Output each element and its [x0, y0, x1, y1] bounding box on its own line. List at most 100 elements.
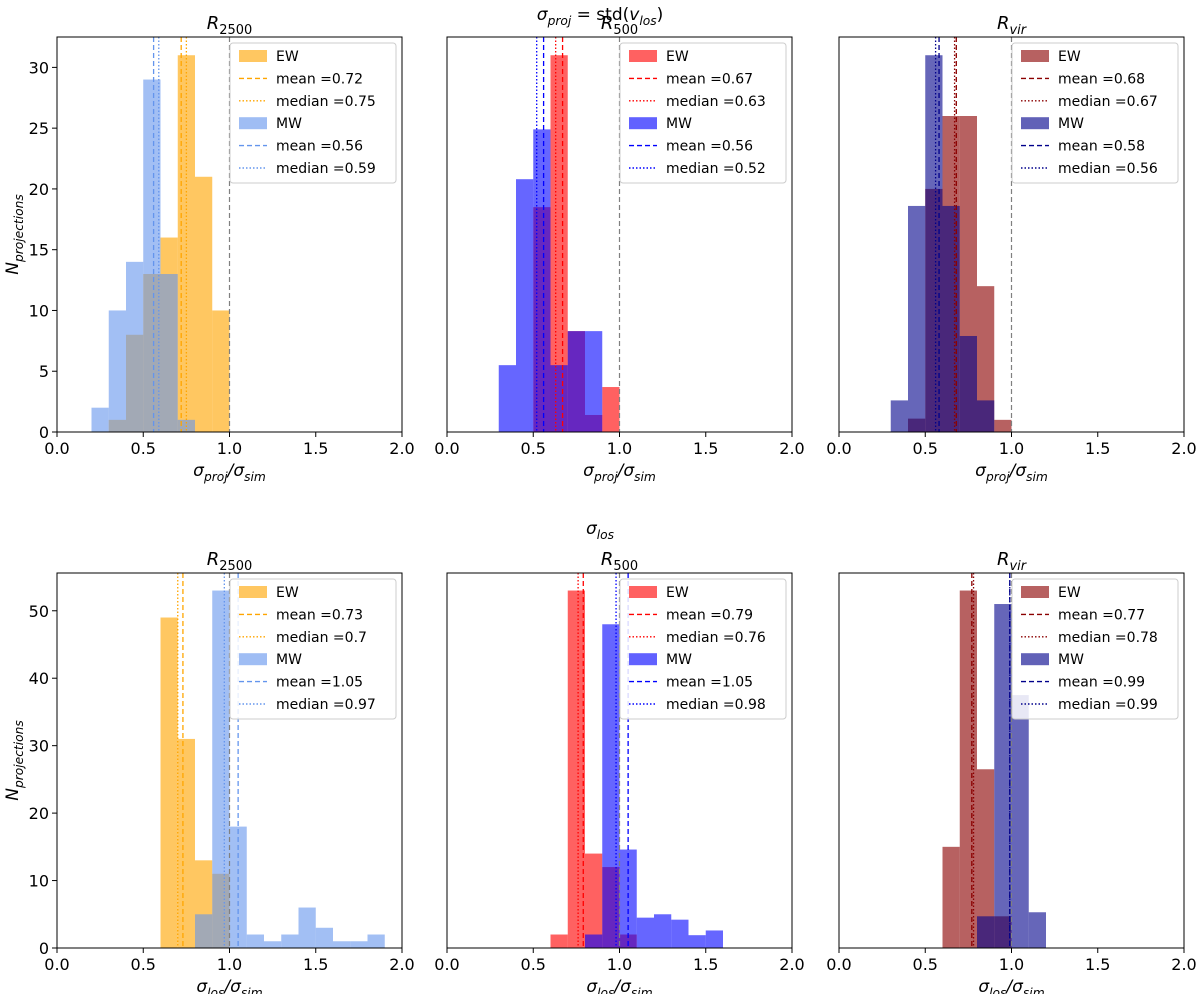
- bar-ew-1: [959, 590, 977, 948]
- legend-label: mean =1.05: [666, 675, 753, 691]
- x-tick-label: 0.0: [434, 439, 459, 458]
- x-axis-label-sigma: σ: [583, 461, 595, 481]
- panel-title-sub: vir: [1009, 23, 1026, 38]
- x-axis-label: σproj/σsim: [975, 461, 1048, 484]
- row-title: σproj = std(vlos): [537, 5, 663, 28]
- x-axis-label-mid: /σ: [222, 977, 242, 994]
- x-tick-label: 0.0: [826, 955, 851, 974]
- legend-box: [1011, 578, 1179, 720]
- x-axis-label-sigma: σ: [586, 977, 598, 994]
- x-axis-label-sub1: proj: [985, 470, 1010, 484]
- legend-label: median =0.52: [666, 161, 766, 177]
- row-title-eq: = std(: [571, 5, 629, 25]
- bar-mw-0: [585, 934, 603, 948]
- bar-ew-4: [977, 286, 995, 432]
- legend-patch-mw: [629, 653, 657, 666]
- x-axis-label: σlos/σsim: [978, 977, 1044, 994]
- legend-label: median =0.67: [1058, 94, 1158, 110]
- x-tick-label: 0.0: [826, 439, 851, 458]
- legend-label: MW: [276, 652, 302, 668]
- bar-mw-3: [636, 917, 654, 948]
- row-title-symbol: σ: [586, 519, 598, 539]
- panel-title-sub: 2500: [219, 23, 252, 38]
- x-axis-label-sub1: los: [597, 986, 615, 994]
- legend: EW mean =0.73 median =0.7 MW mean =1.05 media…: [229, 578, 397, 720]
- bar-mw-0: [195, 914, 213, 948]
- legend-label: median =0.76: [666, 630, 766, 646]
- panel-title-main: R: [997, 13, 1010, 34]
- x-tick-label: 0.5: [521, 955, 546, 974]
- y-tick-label: 50: [29, 602, 49, 621]
- bar-mw-7: [705, 930, 723, 948]
- y-tick-label: 30: [29, 737, 49, 756]
- legend-patch-ew: [239, 50, 267, 62]
- x-tick-label: 2.0: [389, 955, 414, 974]
- x-tick-label: 0.0: [44, 955, 69, 974]
- legend-patch-mw: [1021, 117, 1049, 130]
- x-tick-label: 1.5: [303, 439, 328, 458]
- panel-title-main: R: [997, 549, 1010, 570]
- legend-label: MW: [1058, 116, 1084, 132]
- bar-mw-1: [516, 179, 534, 432]
- bar-mw-6: [688, 935, 706, 948]
- legend-label: median =0.56: [1058, 161, 1158, 177]
- legend-label: mean =0.58: [1058, 139, 1145, 155]
- panel-title: R2500: [207, 13, 252, 38]
- legend-patch-mw: [239, 117, 267, 130]
- bar-mw-4: [567, 331, 585, 432]
- legend-label: median =0.7: [276, 630, 367, 646]
- bar-mw-3: [143, 79, 161, 433]
- panel-title: Rvir: [997, 549, 1027, 574]
- panel-title: R2500: [207, 549, 252, 574]
- panel-title-main: R: [207, 549, 220, 570]
- bar-ew-5: [994, 419, 1012, 432]
- bar-mw-1: [602, 624, 620, 948]
- row-title-b: v: [629, 5, 640, 25]
- legend-label: EW: [1058, 49, 1081, 65]
- bar-mw-3: [246, 934, 264, 948]
- x-axis-label-mid: /σ: [616, 461, 636, 481]
- y-tick-label: 5: [39, 362, 49, 381]
- x-axis-label-sub1: proj: [203, 470, 228, 484]
- legend-label: mean =0.79: [666, 607, 753, 623]
- panel-title-main: R: [601, 549, 614, 570]
- x-tick-label: 1.5: [693, 439, 718, 458]
- row-title-sub: los: [597, 528, 615, 542]
- x-tick-label: 0.5: [913, 955, 938, 974]
- bar-mw-4: [654, 914, 672, 948]
- bar-mw-5: [671, 919, 689, 948]
- x-tick-label: 2.0: [1171, 439, 1196, 458]
- x-tick-label: 1.5: [1085, 439, 1110, 458]
- x-axis-label-sigma: σ: [193, 461, 205, 481]
- bar-mw-7: [315, 927, 333, 948]
- legend-box: [1011, 42, 1179, 184]
- y-tick-label: 40: [29, 669, 49, 688]
- x-axis-label: σlos/σsim: [586, 977, 652, 994]
- bar-mw-1: [908, 205, 926, 432]
- bar-mw-8: [333, 941, 351, 948]
- legend-label: EW: [1058, 585, 1081, 601]
- panel-title: R500: [601, 549, 638, 574]
- legend-label: EW: [276, 49, 299, 65]
- y-tick-label: 20: [29, 180, 49, 199]
- x-tick-label: 2.0: [389, 439, 414, 458]
- x-axis-label-sub1: proj: [593, 470, 618, 484]
- x-axis-label-mid: /σ: [226, 461, 246, 481]
- legend-box: [229, 42, 397, 184]
- panel-title-sub: 500: [613, 23, 638, 38]
- x-tick-label: 0.5: [913, 439, 938, 458]
- bar-ew-2: [585, 853, 603, 948]
- x-tick-label: 0.5: [521, 439, 546, 458]
- y-tick-label: 25: [29, 119, 49, 138]
- bar-mw-10: [367, 934, 385, 948]
- bar-mw-3: [550, 365, 568, 432]
- y-tick-label: 15: [29, 241, 49, 260]
- x-axis-label-sub2: sim: [631, 986, 653, 994]
- legend-label: MW: [666, 116, 692, 132]
- legend-patch-ew: [1021, 50, 1049, 62]
- x-axis-label-sub2: sim: [241, 986, 263, 994]
- panel-2-2: 0.0 0.5 1.0 1.5 2.0 σlos/σsim R500 EW mean =0.79…: [434, 549, 804, 994]
- bar-mw-6: [298, 907, 316, 948]
- legend-label: median =0.97: [276, 697, 376, 713]
